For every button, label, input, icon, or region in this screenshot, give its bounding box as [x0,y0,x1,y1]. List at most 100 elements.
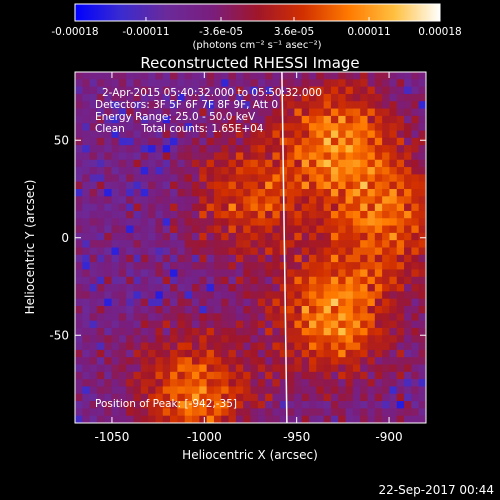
heatmap-cell [382,342,390,351]
heatmap-cell [389,313,398,322]
heatmap-cell [206,145,215,153]
heatmap-cell [140,349,149,358]
heatmap-cell [323,152,332,161]
heatmap-cell [213,108,222,117]
heatmap-cell [374,145,383,153]
heatmap-cell [396,145,405,153]
heatmap-cell [382,379,390,387]
heatmap-cell [184,262,193,270]
heatmap-cell [133,335,142,343]
heatmap-cell [338,379,346,387]
heatmap-cell [272,101,281,109]
heatmap-cell [309,225,317,234]
heatmap-cell [228,86,237,95]
heatmap-cell [89,210,98,219]
heatmap-cell [411,247,420,256]
heatmap-cell [316,145,325,153]
heatmap-cell [345,189,354,197]
heatmap-cell [140,342,149,351]
heatmap-cell [184,284,193,292]
heatmap-cell [352,130,361,139]
heatmap-cell [126,130,134,139]
heatmap-cell [345,306,354,314]
heatmap-cell [170,262,178,270]
heatmap-cell [111,408,120,417]
heatmap-cell [162,291,171,300]
heatmap-cell [265,181,273,190]
heatmap-cell [316,284,325,292]
heatmap-cell [374,196,383,205]
heatmap-cell [235,371,244,380]
heatmap-cell [257,254,266,263]
heatmap-cell [104,262,112,270]
heatmap-cell [345,269,354,278]
heatmap-cell [418,262,426,270]
heatmap-cell [111,189,120,197]
heatmap-cell [89,115,98,124]
heatmap-cell [352,189,361,197]
heatmap-cell [367,196,376,205]
heatmap-cell [177,401,186,409]
heatmap-cell [221,86,229,95]
heatmap-cell [309,123,317,131]
heatmap-cell [272,408,281,417]
heatmap-cell [316,320,325,329]
heatmap-cell [287,254,295,263]
heatmap-cell [382,371,390,380]
heatmap-cell [382,115,390,124]
heatmap-cell [192,218,200,226]
heatmap-cell [279,349,288,358]
heatmap-cell [389,262,398,270]
heatmap-cell [352,210,361,219]
heatmap-cell [352,276,361,285]
heatmap-cell [279,101,288,109]
heatmap-cell [243,174,251,183]
heatmap-cell [206,203,215,212]
heatmap-cell [360,284,368,292]
heatmap-cell [184,152,193,161]
heatmap-cell [75,306,83,314]
heatmap-cell [199,386,208,395]
heatmap-cell [235,152,244,161]
heatmap-cell [374,210,383,219]
heatmap-cell [148,306,156,314]
heatmap-cell [111,93,120,102]
heatmap-cell [235,327,244,336]
heatmap-cell [279,108,288,117]
heatmap-cell [82,349,91,358]
heatmap-cell [265,152,273,161]
heatmap-cell [316,313,325,322]
heatmap-cell [118,218,127,226]
heatmap-cell [162,247,171,256]
heatmap-cell [338,401,346,409]
heatmap-cell [126,145,134,153]
heatmap-cell [82,174,91,183]
heatmap-cell [411,357,420,365]
heatmap-cell [367,115,376,124]
heatmap-cell [418,269,426,278]
heatmap-cell [396,225,405,234]
heatmap-cell [170,225,178,234]
heatmap-cell [418,247,426,256]
heatmap-cell [155,379,164,387]
heatmap-cell [221,393,229,402]
heatmap-cell [323,123,332,131]
heatmap-cell [126,357,134,365]
heatmap-cell [294,137,303,146]
heatmap-cell [228,115,237,124]
heatmap-cell [257,393,266,402]
heatmap-cell [89,313,98,322]
heatmap-cell [82,291,91,300]
heatmap-cell [221,408,229,417]
heatmap-cell [338,335,346,343]
heatmap-cell [250,115,259,124]
heatmap-cell [316,357,325,365]
heatmap-cell [140,232,149,241]
heatmap-cell [418,130,426,139]
heatmap-cell [272,86,281,95]
heatmap-cell [126,276,134,285]
heatmap-cell [96,371,105,380]
y-tick-label: 0 [61,231,69,245]
heatmap-cell [309,240,317,248]
